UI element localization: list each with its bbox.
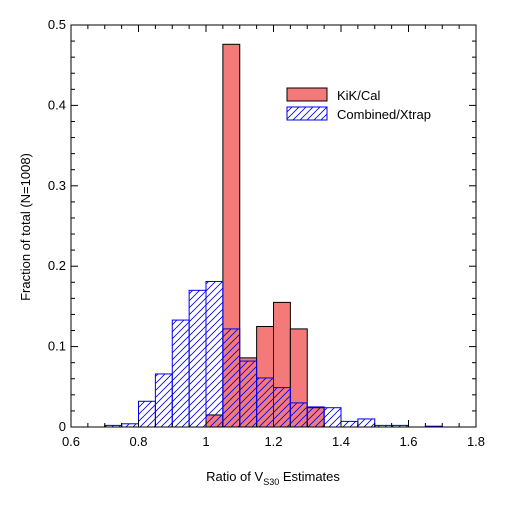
legend-swatch-combined-xtrap: [286, 106, 328, 121]
combined-xtrap-bar: [239, 360, 258, 428]
legend-label-kik-cal: KiK/Cal: [337, 88, 380, 103]
combined-xtrap-bar: [154, 373, 173, 428]
combined-xtrap-bar: [306, 406, 325, 428]
x-tick-label: 0.8: [129, 434, 147, 449]
x-axis-label: Ratio of VS30 Estimates: [206, 469, 340, 487]
y-tick-label: 0: [59, 419, 66, 434]
y-tick-label: 0.3: [48, 178, 66, 193]
y-tick-label: 0.1: [48, 339, 66, 354]
combined-xtrap-bar: [171, 319, 190, 428]
y-tick-label: 0.5: [48, 17, 66, 32]
x-axis-label-suffix: Estimates: [279, 469, 340, 484]
x-tick-label: 0.6: [62, 434, 80, 449]
y-tick-labels: 0 0.1 0.2 0.3 0.4 0.5: [48, 17, 66, 434]
combined-xtrap-bar: [273, 387, 291, 428]
x-axis-label-subscript: S30: [263, 477, 279, 487]
combined-xtrap-bar: [222, 328, 241, 428]
y-tick-label: 0.4: [48, 97, 66, 112]
combined-xtrap-bar: [205, 280, 224, 428]
combined-xtrap-bar: [340, 420, 359, 428]
legend-label-combined-xtrap: Combined/Xtrap: [337, 107, 431, 122]
x-tick-label: 1.2: [264, 434, 282, 449]
combined-xtrap-bar: [289, 402, 308, 428]
combined-xtrap-bar: [357, 418, 376, 428]
x-tick-label: 1.6: [399, 434, 417, 449]
combined-xtrap-bar: [138, 400, 156, 428]
axis-ticks: [70, 24, 477, 428]
combined-xtrap-bar: [188, 289, 207, 428]
combined-xtrap-bar: [256, 377, 274, 428]
legend: KiK/Cal Combined/Xtrap: [286, 87, 431, 122]
combined-xtrap-bar: [323, 407, 342, 428]
x-axis-label-prefix: Ratio of V: [206, 469, 263, 484]
x-tick-label: 1: [202, 434, 209, 449]
x-tick-label: 1.4: [332, 434, 350, 449]
x-tick-labels: 0.6 0.8 1 1.2 1.4 1.6 1.8: [62, 434, 485, 449]
y-tick-label: 0.2: [48, 258, 66, 273]
y-axis-label: Fraction of total (N=1008): [18, 153, 33, 301]
x-tick-label: 1.8: [467, 434, 485, 449]
legend-swatch-kik-cal: [286, 87, 328, 102]
combined-xtrap-bars: [104, 280, 443, 428]
